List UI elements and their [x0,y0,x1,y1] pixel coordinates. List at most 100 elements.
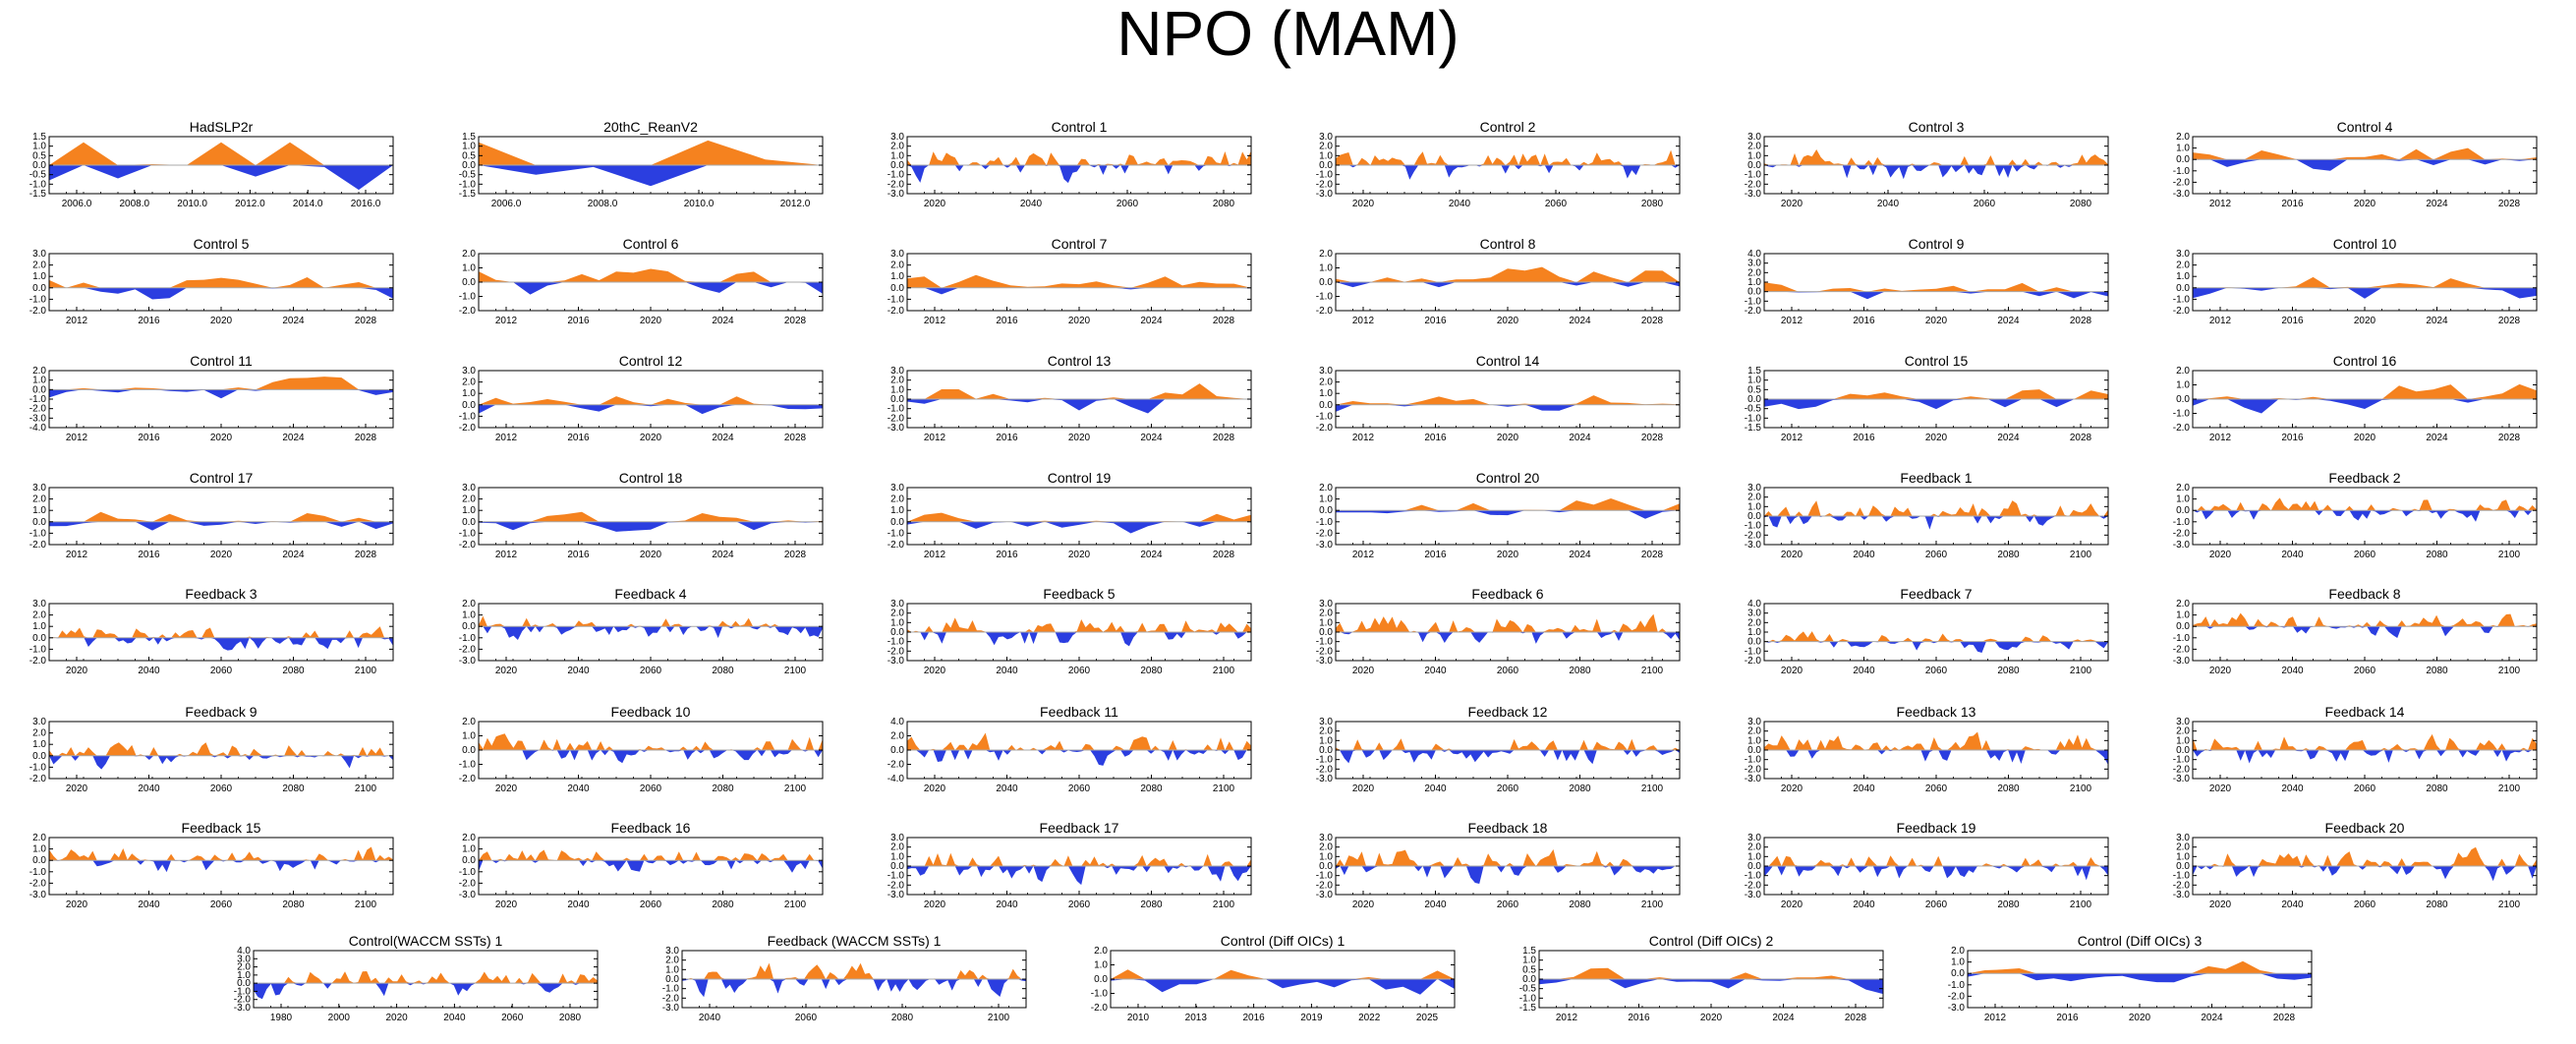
negative-area [907,165,1251,184]
y-tick-label: 1.0 [2176,380,2190,391]
x-tick-label: 2028 [1641,550,1664,560]
x-tick-label: 2016 [1242,1013,1265,1023]
x-tick-label: 2008.0 [588,199,618,209]
y-tick-label: -1.0 [1316,755,1334,766]
x-tick-label: 2012 [2209,199,2232,209]
negative-area [254,983,598,1000]
x-tick-label: 2020 [495,899,518,910]
x-tick-label: 2020 [1497,316,1519,326]
y-tick-label: -2.0 [1316,880,1334,891]
x-tick-label: 2016 [2281,433,2304,443]
x-tick-label: 2080 [559,1013,582,1023]
y-tick-label: 2.0 [1319,842,1333,853]
negative-area [1336,282,1680,288]
negative-area [1968,973,2312,983]
x-tick-label: 2028 [2498,199,2521,209]
y-tick-label: 1.0 [890,617,904,628]
x-tick-label: 2016 [1424,433,1447,443]
y-tick-label: -1.0 [29,528,47,539]
x-tick-label: 2019 [1300,1013,1323,1023]
y-tick-label: -2.0 [29,878,47,889]
y-tick-label: -1.0 [1948,980,1966,991]
x-tick-label: 2024 [2426,433,2448,443]
y-tick-label: 0.0 [462,745,476,756]
y-tick-label: 0.0 [890,517,904,528]
positive-area [479,733,823,750]
y-tick-label: -3.0 [2173,540,2191,551]
y-tick-label: -1.0 [1316,411,1334,422]
x-tick-label: 2100 [2070,550,2092,560]
y-tick-label: 2.0 [462,717,476,727]
x-tick-label: 2040 [567,899,590,910]
x-tick-label: 2006.0 [491,199,522,209]
y-tick-label: -2.0 [234,995,252,1006]
y-tick-label: -1.0 [1745,755,1762,766]
y-tick-label: 3.0 [1747,259,1761,269]
x-tick-label: 2020 [1352,666,1375,676]
y-tick-label: 1.0 [32,505,46,516]
y-tick-label: -3.0 [1745,540,1762,551]
x-tick-label: 2020 [1068,433,1091,443]
y-tick-label: 2.0 [1319,377,1333,388]
x-tick-label: 2080 [712,666,734,676]
negative-area [1764,641,2108,653]
y-tick-label: 2.0 [1747,267,1761,278]
y-tick-label: 3.0 [237,954,251,964]
y-tick-label: 2.0 [890,609,904,619]
y-tick-label: -2.0 [662,993,680,1004]
x-tick-label: 2016.0 [351,199,381,209]
x-tick-label: 2020 [2129,1013,2151,1023]
positive-area [1764,855,2108,866]
x-tick-label: 2100 [784,666,807,676]
x-tick-label: 2080 [2426,783,2448,794]
y-tick-label: -1.0 [459,867,477,878]
y-tick-label: -1.0 [29,867,47,878]
x-tick-label: 2012 [66,316,88,326]
y-tick-label: 2.0 [1319,609,1333,619]
x-tick-label: 2024 [282,316,305,326]
y-tick-label: 0.0 [1747,287,1761,298]
x-tick-label: 2060 [210,666,233,676]
y-tick-label: -2.0 [1316,528,1334,539]
y-tick-label: -1.0 [459,633,477,644]
y-tick-label: 1.0 [1319,735,1333,746]
y-tick-label: -2.0 [2173,528,2191,539]
positive-area [1336,613,1680,632]
x-tick-label: 2080 [2426,550,2448,560]
y-tick-label: 1.5 [32,132,46,143]
x-tick-label: 2100 [1641,899,1664,910]
y-tick-label: 3.0 [1319,599,1333,609]
y-tick-label: -3.0 [1948,1003,1966,1014]
y-tick-label: 3.0 [2176,717,2190,727]
chart-title: Feedback 8 [2328,586,2400,602]
x-tick-label: 2080 [1569,783,1591,794]
y-tick-label: 1.0 [32,621,46,632]
y-tick-label: 0.0 [32,160,46,171]
y-tick-label: 0.0 [1747,861,1761,872]
x-tick-label: 2016 [996,433,1018,443]
x-tick-label: 2060 [1925,666,1948,676]
y-tick-label: 1.0 [32,142,46,152]
x-tick-label: 2080 [1997,783,2020,794]
y-tick-label: -1.0 [29,294,47,305]
y-tick-label: 0.0 [2176,745,2190,756]
x-tick-label: 2028 [1641,433,1664,443]
chart-title: Control 11 [190,353,253,369]
negative-area [1111,979,1455,995]
y-tick-label: 1.0 [237,970,251,981]
chart-title: Control 14 [1476,353,1540,369]
y-tick-label: 2.0 [1319,249,1333,260]
x-tick-label: 2020 [640,550,662,560]
y-tick-label: -3.0 [29,413,47,424]
x-tick-label: 2020 [1068,316,1091,326]
y-tick-label: -0.5 [1519,984,1537,995]
x-tick-label: 2012 [495,316,518,326]
y-tick-label: 1.0 [890,505,904,516]
y-tick-label: -0.5 [459,170,477,181]
y-tick-label: -1.5 [1745,423,1762,434]
y-tick-label: -1.0 [29,394,47,405]
positive-area [1539,967,1883,979]
y-tick-label: -2.0 [887,306,905,317]
y-tick-label: 2.0 [890,376,904,386]
y-tick-label: 1.0 [1747,150,1761,161]
